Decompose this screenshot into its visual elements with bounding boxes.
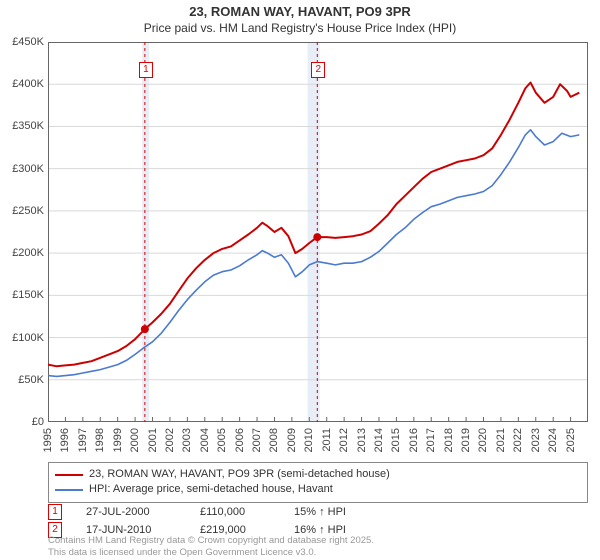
x-tick-label: 2018 (443, 428, 455, 452)
y-tick-label: £300K (12, 163, 44, 175)
x-tick-label: 2007 (251, 428, 263, 452)
x-tick-label: 1996 (59, 428, 71, 452)
x-tick-label: 2023 (530, 428, 542, 452)
y-tick-label: £150K (12, 289, 44, 301)
legend-swatch (55, 474, 83, 476)
y-tick-label: £50K (18, 374, 44, 386)
x-tick-label: 2010 (303, 428, 315, 452)
x-tick-label: 2024 (547, 428, 559, 452)
x-tick-label: 2009 (286, 428, 298, 452)
x-tick-label: 2020 (477, 428, 489, 452)
page-title: 23, ROMAN WAY, HAVANT, PO9 3PR (0, 0, 600, 21)
x-tick-label: 2019 (460, 428, 472, 452)
credit-line: Contains HM Land Registry data © Crown c… (48, 535, 374, 546)
price-chart: £0£50K£100K£150K£200K£250K£300K£350K£400… (48, 42, 588, 422)
y-tick-label: £200K (12, 247, 44, 259)
x-tick-label: 2016 (408, 428, 420, 452)
chart-svg (48, 42, 588, 422)
x-tick-label: 1999 (112, 428, 124, 452)
x-tick-label: 2000 (129, 428, 141, 452)
page-subtitle: Price paid vs. HM Land Registry's House … (0, 21, 600, 37)
event-price: £110,000 (200, 506, 270, 518)
event-price: £219,000 (200, 524, 270, 536)
data-point (313, 233, 321, 241)
legend-label: 23, ROMAN WAY, HAVANT, PO9 3PR (semi-det… (89, 467, 390, 482)
x-tick-label: 2002 (164, 428, 176, 452)
event-pct: 16% ↑ HPI (294, 524, 346, 536)
legend-item: 23, ROMAN WAY, HAVANT, PO9 3PR (semi-det… (55, 467, 581, 482)
x-tick-label: 2022 (512, 428, 524, 452)
data-credits: Contains HM Land Registry data © Crown c… (48, 535, 374, 558)
credit-line: This data is licensed under the Open Gov… (48, 547, 374, 558)
legend-label: HPI: Average price, semi-detached house,… (89, 482, 333, 497)
legend: 23, ROMAN WAY, HAVANT, PO9 3PR (semi-det… (48, 462, 588, 503)
event-date: 17-JUN-2010 (86, 524, 176, 536)
x-tick-label: 2015 (390, 428, 402, 452)
legend-item: HPI: Average price, semi-detached house,… (55, 482, 581, 497)
x-tick-label: 1998 (94, 428, 106, 452)
x-tick-label: 2006 (234, 428, 246, 452)
x-tick-label: 2001 (147, 428, 159, 452)
event-pct: 15% ↑ HPI (294, 506, 346, 518)
x-tick-label: 2014 (373, 428, 385, 452)
x-tick-label: 2005 (216, 428, 228, 452)
x-tick-label: 2021 (495, 428, 507, 452)
y-tick-label: £350K (12, 120, 44, 132)
x-tick-label: 1997 (77, 428, 89, 452)
x-tick-label: 2017 (425, 428, 437, 452)
event-date: 27-JUL-2000 (86, 506, 176, 518)
y-tick-label: £450K (12, 36, 44, 48)
chart-marker-2: 2 (311, 62, 325, 78)
event-marker-1: 1 (48, 504, 62, 520)
x-tick-label: 2008 (268, 428, 280, 452)
x-tick-label: 2003 (181, 428, 193, 452)
event-row: 1 27-JUL-2000 £110,000 15% ↑ HPI (48, 504, 346, 520)
y-tick-label: £0 (32, 416, 44, 428)
data-point (141, 325, 149, 333)
x-tick-label: 2011 (321, 428, 333, 452)
y-tick-label: £250K (12, 205, 44, 217)
y-tick-label: £100K (12, 332, 44, 344)
legend-swatch (55, 489, 83, 491)
x-tick-label: 2012 (338, 428, 350, 452)
chart-marker-1: 1 (139, 62, 153, 78)
x-tick-label: 1995 (42, 428, 54, 452)
y-tick-label: £400K (12, 78, 44, 90)
x-tick-label: 2004 (199, 428, 211, 452)
x-tick-label: 2013 (356, 428, 368, 452)
x-tick-label: 2025 (565, 428, 577, 452)
